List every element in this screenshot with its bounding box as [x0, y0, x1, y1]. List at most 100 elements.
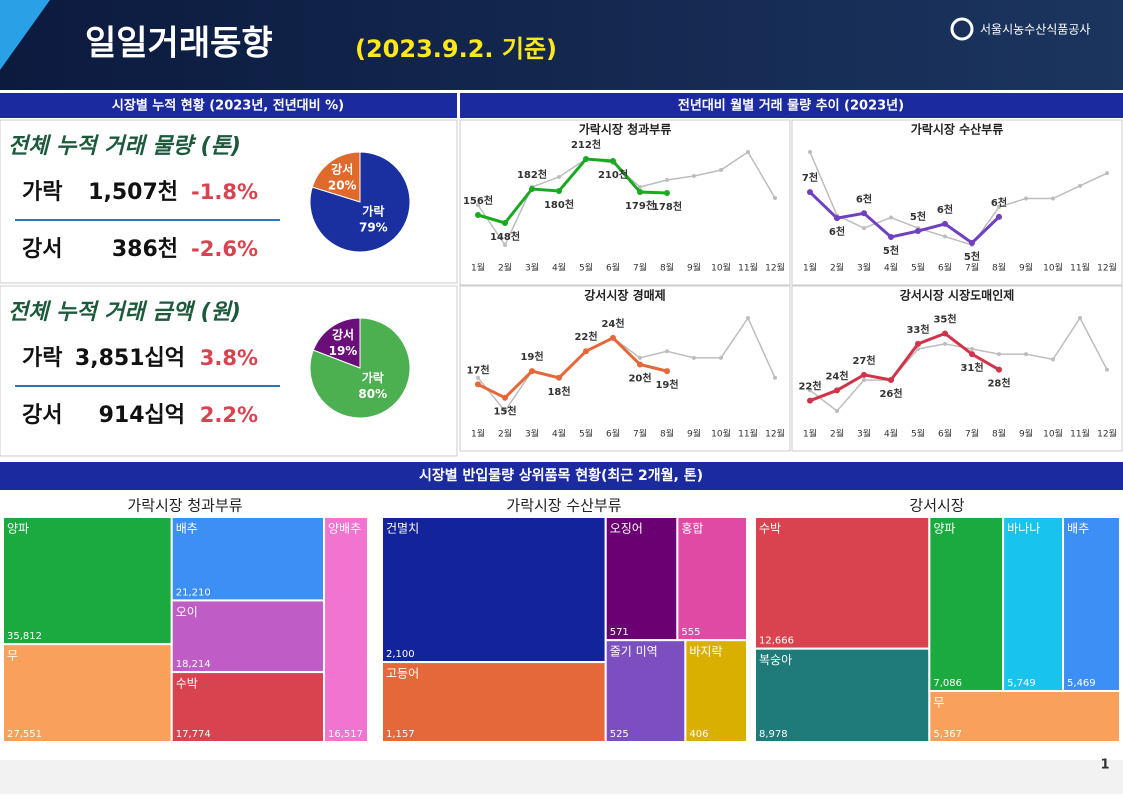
line-series	[477, 336, 668, 400]
cell-value: 8,978	[759, 729, 788, 740]
line-point	[888, 233, 894, 240]
data-label: 19천	[655, 378, 678, 391]
line-point	[503, 243, 507, 247]
line-point	[692, 174, 696, 178]
pie-value: 79%	[359, 221, 388, 235]
line-point	[664, 368, 670, 375]
x-tick-label: 4월	[552, 428, 566, 440]
panel	[0, 285, 458, 457]
cell-label: 양파	[933, 522, 955, 536]
x-tick-label: 4월	[884, 428, 898, 440]
cell-value: 12,666	[759, 636, 794, 647]
line-point	[664, 190, 670, 196]
line-point	[1024, 196, 1028, 201]
x-tick-label: 11월	[738, 428, 758, 440]
treemap-cell	[1062, 516, 1122, 692]
treemap-cell	[754, 647, 931, 744]
chart-title: 강서시장 시장도매인제	[900, 288, 1015, 303]
data-label: 17천	[466, 363, 489, 376]
x-tick-label: 1월	[803, 262, 817, 274]
line-series	[808, 191, 1001, 245]
kpi-market: 강서	[22, 403, 62, 428]
kpi-change: -2.6%	[191, 237, 258, 261]
data-label: 6천	[991, 196, 1007, 209]
data-label: 148천	[490, 230, 520, 243]
line-point	[1078, 183, 1082, 188]
treemap-cell	[323, 516, 370, 743]
cell-label: 홍합	[681, 522, 703, 536]
kpi-title: 전체 누적 거래 물량 (톤)	[8, 134, 241, 159]
data-label: 22천	[798, 380, 821, 393]
data-label: 179천	[625, 199, 655, 212]
line-point	[942, 330, 948, 337]
data-label: 6천	[937, 203, 953, 216]
line-point	[970, 347, 974, 351]
data-label: 6천	[829, 225, 845, 238]
treemap-cell	[928, 516, 1005, 692]
cell-value: 27,551	[7, 729, 42, 740]
treemap-cell	[170, 599, 326, 674]
x-tick-label: 2월	[498, 262, 512, 274]
cell-value: 555	[681, 627, 700, 638]
line-point	[915, 340, 921, 347]
line-point	[503, 409, 507, 413]
x-tick-label: 11월	[738, 262, 758, 274]
data-label: 19천	[520, 350, 543, 363]
cell-label: 무	[933, 695, 944, 709]
treemap-cell	[381, 661, 607, 743]
data-label: 7천	[802, 171, 818, 184]
x-tick-label: 6월	[606, 262, 620, 274]
treemap-cell	[684, 639, 748, 743]
chart-title: 강서시장	[909, 497, 964, 515]
cell-value: 21,210	[176, 587, 211, 598]
x-tick-label: 6월	[938, 262, 952, 274]
kpi-market: 가락	[22, 346, 62, 371]
line-point	[529, 186, 535, 192]
kpi-value: 1,507천	[88, 180, 178, 205]
section-title: 시장별 누적 현황 (2023년, 전년대비 %)	[112, 98, 344, 114]
line-point	[746, 150, 750, 154]
x-tick-label: 8월	[660, 262, 674, 274]
cell-label: 바나나	[1007, 522, 1040, 536]
line-point	[475, 212, 481, 218]
kpi-title: 전체 누적 거래 금액 (원)	[8, 300, 241, 325]
pie-slice	[309, 317, 411, 419]
kpi-change: -1.8%	[191, 180, 258, 204]
cell-value: 406	[689, 729, 708, 740]
data-label: 156천	[463, 194, 493, 207]
cell-label: 배추	[176, 522, 198, 536]
line-point	[502, 220, 508, 226]
section-title: 시장별 반입물량 상위품목 현황(최근 2개월, 톤)	[419, 467, 703, 484]
data-label: 180천	[544, 198, 574, 211]
line-point	[665, 178, 669, 182]
page-date: (2023.9.2. 기준)	[355, 35, 557, 63]
x-tick-label: 7월	[965, 262, 979, 274]
org-name: 서울시농수산식품공사	[980, 23, 1090, 37]
chart-title: 가락시장 청과부류	[127, 497, 242, 515]
kpi-value: 3,851십억	[75, 346, 185, 371]
line-series	[809, 316, 1108, 413]
line-point	[476, 375, 480, 380]
x-tick-label: 5월	[579, 262, 593, 274]
page-number: 1	[1100, 758, 1109, 773]
line-point	[557, 175, 561, 179]
x-tick-label: 1월	[803, 428, 817, 440]
data-label: 22천	[574, 330, 597, 343]
data-label: 35천	[933, 313, 956, 326]
line-point	[1078, 316, 1082, 320]
kpi-market: 가락	[22, 180, 62, 205]
pie-value: 19%	[329, 344, 358, 358]
cell-value: 571	[610, 627, 629, 638]
x-tick-label: 10월	[711, 428, 731, 440]
data-label: 24천	[825, 369, 848, 382]
line-point	[969, 351, 975, 358]
cell-label: 무	[7, 649, 18, 663]
data-label: 210천	[598, 168, 628, 181]
x-tick-label: 5월	[911, 262, 925, 274]
x-tick-label: 9월	[1019, 428, 1033, 440]
line-point	[1105, 367, 1109, 372]
line-point	[862, 378, 866, 382]
x-tick-label: 7월	[633, 428, 647, 440]
cell-label: 오이	[176, 605, 198, 619]
x-tick-label: 5월	[579, 428, 593, 440]
